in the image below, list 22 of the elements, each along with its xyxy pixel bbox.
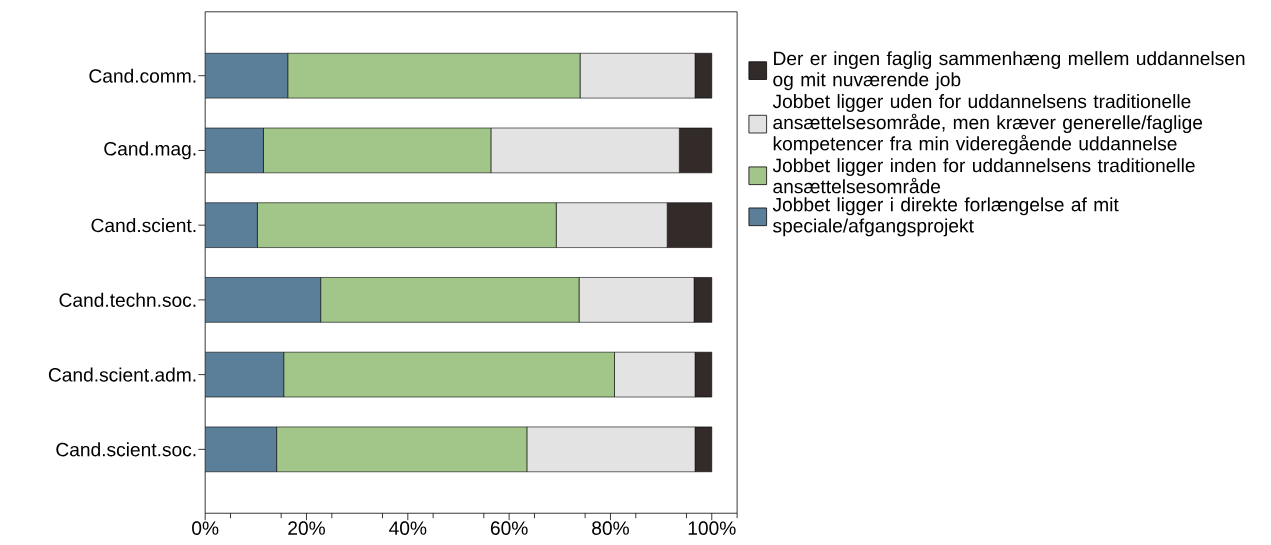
x-tick-label: 60% — [490, 521, 528, 536]
bar — [205, 202, 258, 249]
y-tick-label: Cand.mag. — [104, 141, 196, 160]
bar — [205, 426, 277, 473]
bar — [205, 53, 289, 99]
legend-label: Jobbet ligger inden for uddannelsens traditionelle ansættelsesområde — [772, 158, 1195, 194]
x-tick-label: 20% — [288, 521, 325, 536]
y-tick-label: Cand.scient.adm. — [48, 367, 196, 382]
bar — [205, 352, 284, 398]
x-tick-label: 40% — [389, 521, 427, 536]
y-tick-label: Cand.scient.soc. — [56, 442, 196, 457]
x-tick-label: 0% — [192, 521, 219, 536]
legend-label: Jobbet ligger i direkte forlængelse af mit speciale/afgangsprojekt — [772, 197, 1119, 237]
y-tick-label: Cand.techn.soc. — [59, 292, 196, 308]
y-tick-label: Cand.comm. — [89, 68, 196, 83]
y-tick-label: Cand.scient. — [91, 218, 196, 233]
x-tick-label: 80% — [592, 521, 629, 536]
legend-label: Jobbet ligger uden for uddannelsens traditionelle ansættelsesområde, men kræver generelle/faglige kompetencer fra min videregående uddannelse — [772, 94, 1203, 155]
bar — [205, 277, 321, 323]
legend-label: Der er ingen faglig sammenhæng mellem uddannelsen og mit nuværende job — [773, 51, 1245, 91]
bar — [205, 127, 264, 174]
x-tick-label: 100% — [688, 521, 736, 536]
